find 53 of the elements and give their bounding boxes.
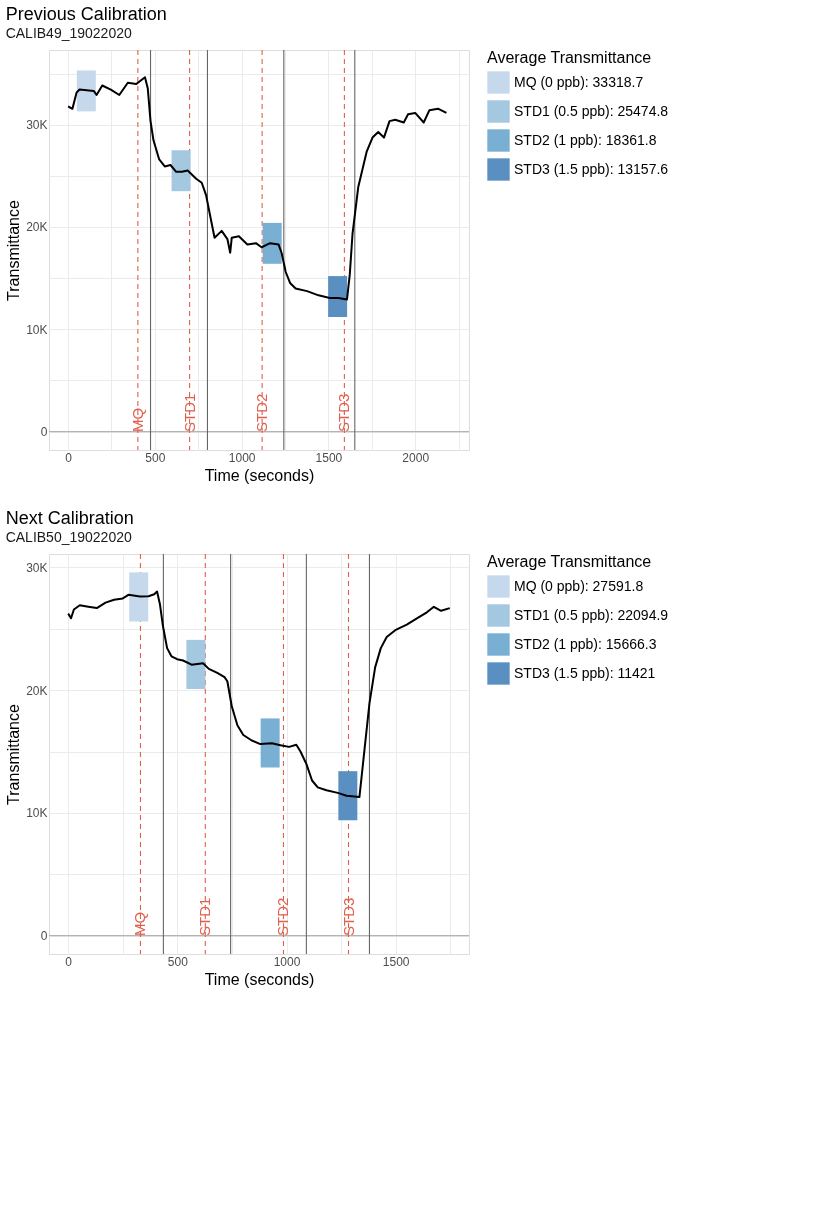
y-axis-title: Transmittance <box>5 200 23 301</box>
ref-line-label: MQ <box>128 407 146 432</box>
y-tick-label: 20K <box>26 220 48 235</box>
legend-label: STD2 (1 ppb): 18361.8 <box>514 131 657 148</box>
bar <box>186 639 206 689</box>
x-tick-label: 500 <box>145 450 166 465</box>
legend-label: MQ (0 ppb): 33318.7 <box>514 73 644 90</box>
x-tick-label: 1000 <box>273 954 301 969</box>
legend-label: MQ (0 ppb): 27591.8 <box>514 577 644 594</box>
ref-line-label: STD3 <box>339 897 357 936</box>
legend-title: Average Transmittance <box>487 49 652 66</box>
ref-line-label: STD3 <box>335 393 353 432</box>
y-tick-label: 30K <box>26 118 48 133</box>
y-tick-label: 20K <box>26 683 48 698</box>
chart-title: Previous Calibration <box>5 4 167 25</box>
y-tick-label: 0 <box>40 929 48 944</box>
x-tick-label: 1500 <box>315 450 343 465</box>
line-series <box>67 590 451 799</box>
bar <box>262 222 282 264</box>
y-tick-label: 10K <box>26 322 48 337</box>
legend-title: Average Transmittance <box>487 553 652 570</box>
x-tick-label: 1000 <box>228 450 256 465</box>
y-axis-title: Transmittance <box>5 704 23 805</box>
bar <box>328 276 348 318</box>
ref-line-label: STD1 <box>196 897 214 936</box>
bar <box>171 150 191 192</box>
chart-title: Next Calibration <box>5 508 134 529</box>
x-tick-label: 2000 <box>402 450 430 465</box>
legend-label: STD3 (1.5 ppb): 13157.6 <box>514 160 669 177</box>
legend-label: STD1 (0.5 ppb): 22094.9 <box>514 606 669 623</box>
x-axis-title: Time (seconds) <box>204 970 315 988</box>
x-tick-label: 1500 <box>382 954 410 969</box>
bar <box>76 70 96 112</box>
y-tick-label: 0 <box>40 425 48 440</box>
x-tick-label: 500 <box>167 954 189 969</box>
legend-label: STD3 (1.5 ppb): 11421 <box>514 664 656 681</box>
chart-subtitle: CALIB50_19022020 <box>5 529 132 546</box>
y-tick-label: 30K <box>26 561 48 575</box>
legend-label: STD1 (0.5 ppb): 25474.8 <box>514 102 669 119</box>
legend-label: STD2 (1 ppb): 15666.3 <box>514 635 657 652</box>
bar <box>338 771 358 821</box>
y-tick-label: 10K <box>26 806 48 821</box>
chart-subtitle: CALIB49_19022020 <box>5 25 132 42</box>
bar <box>260 718 280 768</box>
x-tick-label: 0 <box>65 450 73 465</box>
ref-line-label: MQ <box>131 911 149 936</box>
ref-line-label: STD2 <box>274 897 292 936</box>
x-tick-label: 0 <box>65 954 73 969</box>
x-axis-title: Time (seconds) <box>204 466 315 484</box>
line-series <box>67 76 448 301</box>
ref-line-label: STD2 <box>253 393 271 432</box>
bar <box>129 572 149 622</box>
ref-line-label: STD1 <box>180 393 198 432</box>
